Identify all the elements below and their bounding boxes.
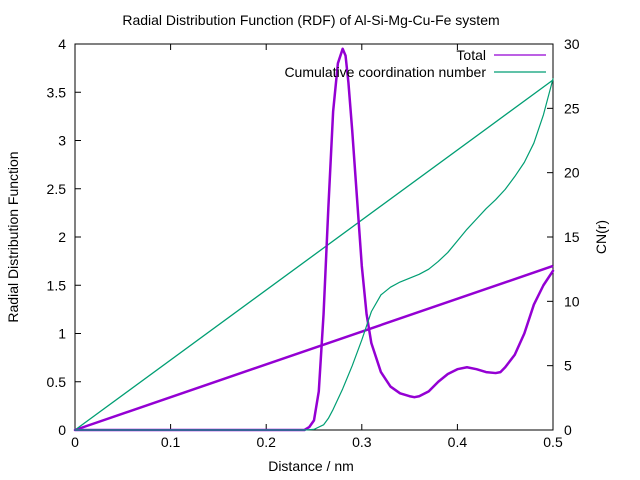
data-lines <box>73 47 555 432</box>
y-axis-left: 0 0.5 1 1.5 2 2.5 3 3.5 4 <box>47 36 81 438</box>
x-tick-label: 0.2 <box>256 434 276 450</box>
y-axis-right: 0 5 10 15 20 25 30 <box>547 36 580 438</box>
x-tick-label: 0.3 <box>352 434 372 450</box>
x-tick-label: 0.4 <box>448 434 468 450</box>
y-tick-label: 3 <box>58 133 66 149</box>
y-tick-label: 4 <box>58 36 66 52</box>
x-axis-label: Distance / nm <box>268 458 354 474</box>
series-line-1 <box>74 78 554 431</box>
y-tick-label: 2.5 <box>47 181 67 197</box>
series-line-0 <box>73 47 555 432</box>
y-tick-label: 2 <box>58 229 66 245</box>
y2-tick-label: 5 <box>564 358 572 374</box>
chart-title: Radial Distribution Function (RDF) of Al… <box>122 12 499 28</box>
reference-line-1 <box>74 79 554 431</box>
plot-area <box>74 43 554 431</box>
y-tick-label: 0 <box>58 422 66 438</box>
x-tick-label: 0.1 <box>161 434 181 450</box>
legend-label-cumulative: Cumulative coordination number <box>284 64 486 80</box>
y2-tick-label: 10 <box>564 293 580 309</box>
legend-label-total: Total <box>456 47 486 63</box>
plot-border <box>74 43 554 431</box>
y-tick-label: 0.5 <box>47 374 67 390</box>
y2-tick-label: 30 <box>564 36 580 52</box>
y2-tick-label: 15 <box>564 229 580 245</box>
y-tick-label: 1 <box>58 326 66 342</box>
x-tick-label: 0.5 <box>543 434 563 450</box>
y-tick-label: 3.5 <box>47 84 67 100</box>
y2-tick-label: 0 <box>564 422 572 438</box>
reference-line-0 <box>74 264 554 432</box>
y2-tick-label: 25 <box>564 100 580 116</box>
y-axis-label: Radial Distribution Function <box>5 151 21 322</box>
y2-axis-label: CN(r) <box>593 220 609 254</box>
x-tick-label: 0 <box>71 434 79 450</box>
y-tick-label: 1.5 <box>47 277 67 293</box>
y2-tick-label: 20 <box>564 165 580 181</box>
x-axis: 0 0.1 0.2 0.3 0.4 0.5 <box>71 44 563 450</box>
legend: Total Cumulative coordination number <box>284 47 546 80</box>
